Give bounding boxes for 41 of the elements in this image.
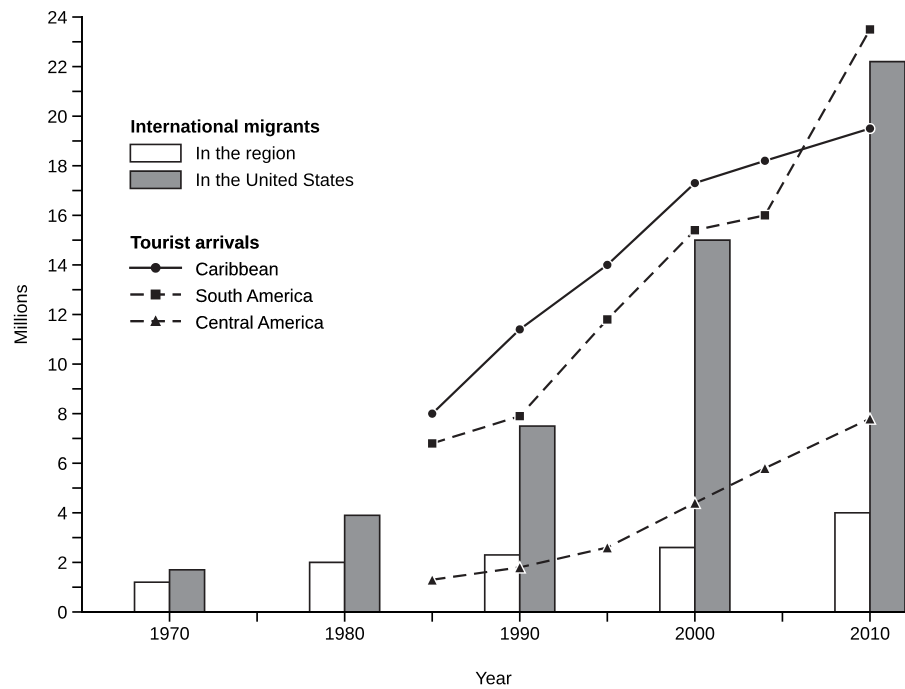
x-tick-label: 1990 [501,627,540,640]
y-tick-label: 24 [48,10,67,24]
point [759,210,770,221]
y-tick-label: 22 [48,60,67,74]
point [689,224,700,236]
y-tick-label: 20 [48,110,67,123]
y-tick-label: 2 [58,556,67,569]
x-tick-label: 1970 [150,627,189,640]
point [864,412,876,425]
point [514,561,526,574]
x-tick-label: 2010 [850,627,890,640]
y-tick-label: 16 [48,209,67,222]
text: International migrants [132,119,320,136]
legend-label: In the region [197,146,295,164]
y-tick-label: 10 [48,358,67,371]
x-tick-label: 2000 [676,627,714,640]
y-tick-label: 6 [58,457,67,470]
legend-label: South America [196,288,313,302]
y-tick-label: 8 [58,408,67,420]
point [602,259,613,270]
point [759,155,770,166]
point [864,24,876,35]
point [514,324,526,335]
legend-label: In the United States [197,172,354,186]
point [514,410,526,422]
y-tick-label: 14 [48,259,67,272]
x-tick-label: 1980 [326,627,364,640]
point [602,314,613,326]
point [689,178,700,189]
y-tick-label: 18 [48,160,67,172]
x-axis-title: Year [476,672,512,684]
legend-label: Central America [196,315,324,329]
y-axis-title: Millions [14,285,28,344]
point [426,408,438,420]
text: Tourist arrivals [130,235,259,249]
point [864,123,876,134]
y-tick-label: 12 [48,308,67,322]
y-tick-label: 0 [58,606,67,619]
legend-label: Caribbean [196,262,278,276]
y-tick-label: 4 [58,506,67,520]
point [426,438,438,449]
